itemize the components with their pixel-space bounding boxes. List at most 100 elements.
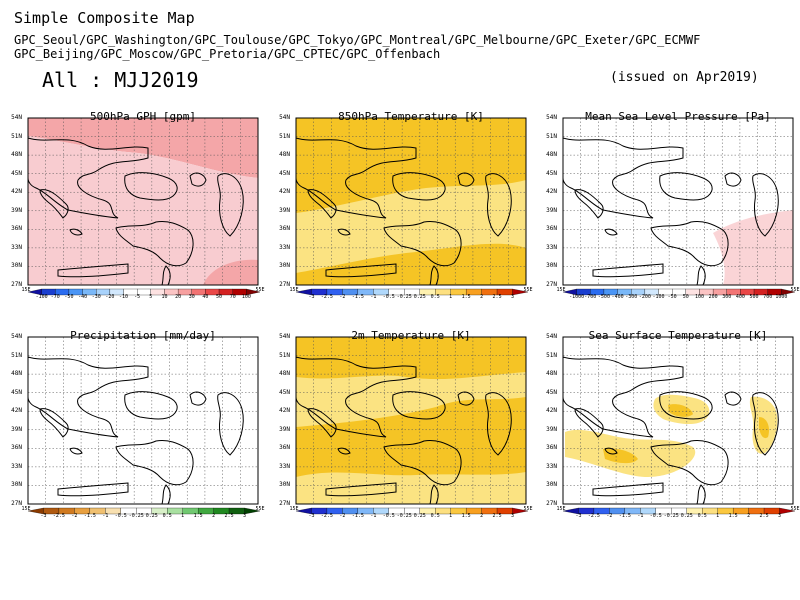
latitude-label: 27N	[279, 500, 290, 507]
coastline	[429, 265, 439, 285]
panel-title: Sea Surface Temperature [K]	[588, 329, 768, 342]
colorbar-label: 0.25	[413, 513, 426, 519]
colorbar-label: -200	[638, 294, 651, 300]
longitude-label: 55E	[255, 506, 265, 512]
coastline	[57, 263, 129, 278]
colorbar-label: -2	[606, 513, 613, 519]
colorbar-label: -100	[35, 294, 48, 300]
map-canvas	[295, 336, 527, 505]
map-frame	[562, 117, 794, 286]
coastline	[39, 189, 69, 219]
colorbar-label: 1	[181, 513, 185, 519]
latitude-label: 36N	[279, 444, 290, 452]
colorbar-label: -1.5	[83, 513, 96, 519]
latitude-label: 39N	[11, 206, 22, 214]
coastline	[659, 172, 713, 201]
longitude-label: 55E	[523, 506, 533, 512]
colorbar-label: -1	[370, 513, 377, 519]
longitude-label: 15E	[556, 287, 566, 293]
colorbar-label: -40	[78, 294, 88, 300]
colorbar-swatch	[512, 288, 529, 296]
anomaly-region	[296, 180, 526, 273]
longitude-label: 55E	[523, 287, 533, 293]
colorbar-label: 200	[708, 294, 718, 300]
map-title: Simple Composite Map	[14, 9, 195, 27]
coastline	[296, 137, 417, 219]
latitude-label: 45N	[546, 388, 557, 396]
latitude-label: 51N	[11, 351, 22, 359]
latitude-label: 51N	[11, 132, 22, 140]
colorbar-label: 2	[480, 294, 484, 300]
coastline	[307, 189, 337, 219]
coastline	[604, 228, 618, 236]
colorbar-label: 2.5	[492, 294, 502, 300]
colorbar-label: -1	[370, 294, 377, 300]
latitude-label: 30N	[546, 481, 557, 489]
colorbar-label: -0.25	[396, 294, 412, 300]
latitude-label: 51N	[279, 351, 290, 359]
latitude-label: 48N	[11, 370, 22, 378]
colorbar-label: 10	[161, 294, 168, 300]
latitude-label: 45N	[279, 169, 290, 177]
coastline	[69, 228, 83, 236]
map-panel: Precipitation [mm/day] 54N 51N 48N 45N 42N 39N…	[0, 329, 264, 532]
colorbar-label: -50	[64, 294, 74, 300]
latitude-label: 27N	[279, 281, 290, 288]
coastline	[724, 391, 742, 406]
colorbar-swatch	[779, 507, 796, 515]
colorbar	[27, 507, 261, 515]
latitude-label: 45N	[546, 169, 557, 177]
latitude-label: 54N	[11, 333, 22, 340]
colorbar-label: -2	[339, 294, 346, 300]
colorbar-label: 1	[716, 513, 720, 519]
map-frame	[562, 336, 794, 505]
colorbar-label: -100	[652, 294, 665, 300]
latitude-label: 54N	[546, 114, 557, 121]
models-line-1: GPC_Seoul/GPC_Washington/GPC_Toulouse/GP…	[14, 33, 701, 47]
colorbar-label: 300	[722, 294, 732, 300]
coastline	[115, 440, 194, 486]
coastline	[752, 173, 779, 237]
colorbar-label: -3	[40, 513, 47, 519]
latitude-label: 39N	[279, 425, 290, 433]
coastline	[457, 172, 475, 187]
coastline	[39, 408, 69, 438]
colorbar-label: 100	[694, 294, 704, 300]
colorbar-label: -3	[308, 513, 315, 519]
coastline	[337, 228, 351, 236]
colorbar-swatch	[781, 288, 796, 296]
longitude-label: 55E	[790, 506, 800, 512]
coastline	[592, 263, 664, 278]
colorbar-label: -2	[339, 513, 346, 519]
coastline	[307, 408, 337, 438]
anomaly-region	[713, 210, 793, 285]
colorbar	[562, 288, 796, 296]
coastline	[574, 408, 604, 438]
coastline	[325, 263, 397, 278]
colorbar-label: -70	[50, 294, 60, 300]
latitude-label: 51N	[279, 132, 290, 140]
latitude-label: 48N	[546, 370, 557, 378]
longitude-label: 55E	[255, 287, 265, 293]
latitude-label: 42N	[279, 407, 290, 415]
panel-title: Mean Sea Level Pressure [Pa]	[585, 110, 771, 123]
latitude-label: 39N	[546, 206, 557, 214]
colorbar	[562, 507, 796, 515]
latitude-label: 39N	[11, 425, 22, 433]
colorbar-label: 0.5	[162, 513, 172, 519]
coastline	[650, 440, 729, 486]
colorbar-label: 0.25	[680, 513, 693, 519]
longitude-label: 15E	[21, 506, 31, 512]
latitude-label: 33N	[279, 243, 290, 251]
coastline	[189, 172, 207, 187]
colorbar-label: 500	[749, 294, 759, 300]
latitude-label: 33N	[546, 462, 557, 470]
latitude-label: 30N	[279, 481, 290, 489]
latitude-label: 33N	[279, 462, 290, 470]
colorbar-label: 1	[449, 513, 453, 519]
latitude-label: 42N	[11, 188, 22, 196]
colorbar-label: -30	[91, 294, 101, 300]
latitude-label: 30N	[11, 262, 22, 270]
latitude-label: 27N	[11, 281, 22, 288]
map-canvas	[27, 336, 259, 505]
